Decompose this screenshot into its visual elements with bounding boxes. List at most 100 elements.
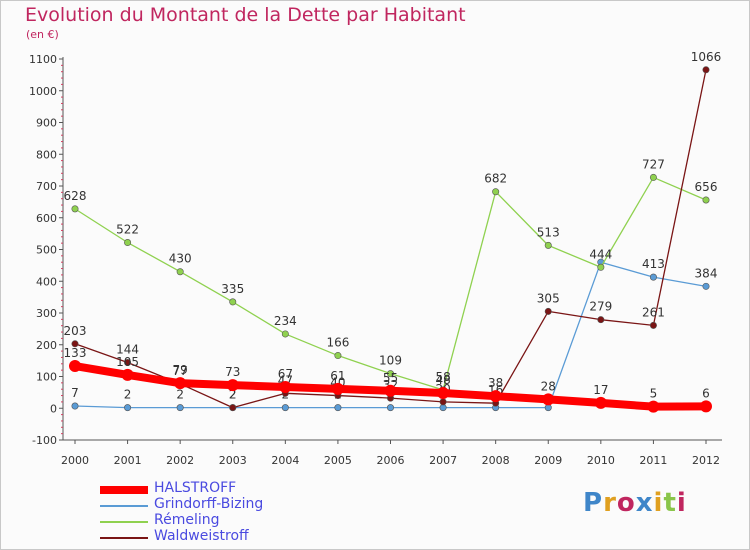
data-label-halstroff: 38 (488, 376, 503, 390)
data-point-r-meling (124, 239, 132, 247)
data-point-grindorff-bizing (544, 404, 552, 412)
data-label-halstroff: 67 (278, 367, 293, 381)
legend-label-waldweistroff: Waldweistroff (154, 528, 249, 544)
data-label-r-meling: 682 (484, 172, 507, 186)
data-point-r-meling (71, 205, 79, 213)
data-point-r-meling (597, 263, 605, 271)
data-label-halstroff: 5 (650, 387, 658, 401)
x-tick-label: 2002 (166, 454, 194, 467)
data-point-halstroff (121, 368, 134, 381)
x-tick-label: 2008 (482, 454, 510, 467)
data-point-waldweistroff (229, 404, 237, 412)
data-point-r-meling (229, 298, 237, 306)
data-point-halstroff (594, 396, 607, 409)
data-point-waldweistroff (597, 316, 605, 324)
data-point-grindorff-bizing (176, 404, 184, 412)
data-label-halstroff: 73 (225, 365, 240, 379)
data-point-r-meling (281, 330, 289, 338)
data-point-halstroff (279, 380, 292, 393)
logo-letter: i (676, 488, 687, 518)
data-label-r-meling: 109 (379, 354, 402, 368)
legend-label-grindorff-bizing: Grindorff-Bizing (154, 496, 264, 512)
x-tick-label: 2005 (324, 454, 352, 467)
legend-label-r-meling: Rémeling (154, 512, 220, 528)
data-point-r-meling (492, 188, 500, 196)
data-label-r-meling: 444 (589, 247, 612, 261)
x-tick-label: 2009 (534, 454, 562, 467)
data-label-waldweistroff: 2 (229, 388, 237, 402)
data-label-waldweistroff: 305 (537, 291, 560, 305)
data-point-halstroff (384, 384, 397, 397)
data-label-halstroff: 48 (435, 373, 450, 387)
data-label-halstroff: 133 (64, 346, 87, 360)
y-tick-label: 1000 (29, 85, 57, 98)
y-tick-label: -100 (32, 434, 57, 447)
y-tick-label: 100 (36, 371, 57, 384)
data-point-grindorff-bizing (124, 404, 132, 412)
data-label-grindorff-bizing: 2 (229, 388, 237, 402)
x-tick-label: 2010 (587, 454, 615, 467)
logo-letter: x (635, 488, 654, 518)
data-point-r-meling (649, 173, 657, 181)
data-label-r-meling: 628 (64, 189, 87, 203)
data-point-grindorff-bizing (334, 404, 342, 412)
y-tick-label: 700 (36, 180, 57, 193)
data-label-waldweistroff: 77 (173, 364, 188, 378)
data-label-waldweistroff: 279 (589, 300, 612, 314)
y-tick-label: 600 (36, 212, 57, 225)
proxiti-logo: Proxiti (583, 488, 687, 518)
data-point-waldweistroff (71, 340, 79, 348)
data-label-halstroff: 61 (330, 369, 345, 383)
y-tick-label: 1100 (29, 53, 57, 66)
unit-label: (en €) (26, 28, 59, 41)
data-point-r-meling (386, 370, 394, 378)
data-point-halstroff (174, 377, 187, 390)
data-label-waldweistroff: 261 (642, 305, 665, 319)
data-point-r-meling (176, 268, 184, 276)
logo-letter: t (663, 488, 677, 518)
data-point-halstroff (542, 393, 555, 406)
data-point-halstroff (69, 360, 81, 373)
data-point-waldweistroff (439, 398, 447, 406)
y-tick-label: 0 (50, 402, 57, 415)
legend-swatch-r-meling (100, 521, 148, 523)
data-label-grindorff-bizing: 384 (695, 266, 718, 280)
data-point-halstroff (226, 379, 239, 392)
data-point-grindorff-bizing (649, 273, 657, 281)
data-label-r-meling: 522 (116, 223, 139, 237)
data-label-grindorff-bizing: 413 (642, 257, 665, 271)
data-label-r-meling: 656 (695, 180, 718, 194)
y-tick-label: 800 (36, 148, 57, 161)
x-tick-label: 2004 (271, 454, 299, 467)
data-point-r-meling (702, 196, 710, 204)
data-point-halstroff (700, 400, 712, 413)
data-point-r-meling (544, 241, 552, 249)
data-point-waldweistroff (544, 307, 552, 315)
data-label-halstroff: 79 (173, 363, 188, 377)
data-point-waldweistroff (649, 321, 657, 329)
logo-letter: P (583, 488, 604, 518)
data-label-r-meling: 335 (221, 282, 244, 296)
data-point-halstroff (331, 382, 344, 395)
data-label-r-meling: 234 (274, 314, 297, 328)
data-label-halstroff: 55 (383, 371, 398, 385)
data-point-waldweistroff (124, 359, 132, 367)
data-label-grindorff-bizing: 2 (176, 388, 184, 402)
data-label-r-meling: 513 (537, 225, 560, 239)
y-tick-label: 300 (36, 307, 57, 320)
data-label-halstroff: 28 (541, 379, 556, 393)
x-tick-label: 2012 (692, 454, 720, 467)
data-point-grindorff-bizing (71, 402, 79, 410)
data-label-waldweistroff: 144 (116, 343, 139, 357)
data-label-r-meling: 430 (169, 252, 192, 266)
x-tick-label: 2007 (429, 454, 457, 467)
data-point-r-meling (334, 352, 342, 360)
data-label-halstroff: 6 (702, 386, 710, 400)
y-tick-label: 400 (36, 275, 57, 288)
data-point-halstroff (647, 400, 660, 413)
data-label-halstroff: 105 (116, 355, 139, 369)
data-label-halstroff: 17 (593, 383, 608, 397)
x-tick-label: 2003 (219, 454, 247, 467)
legend-swatch-waldweistroff (100, 537, 148, 539)
